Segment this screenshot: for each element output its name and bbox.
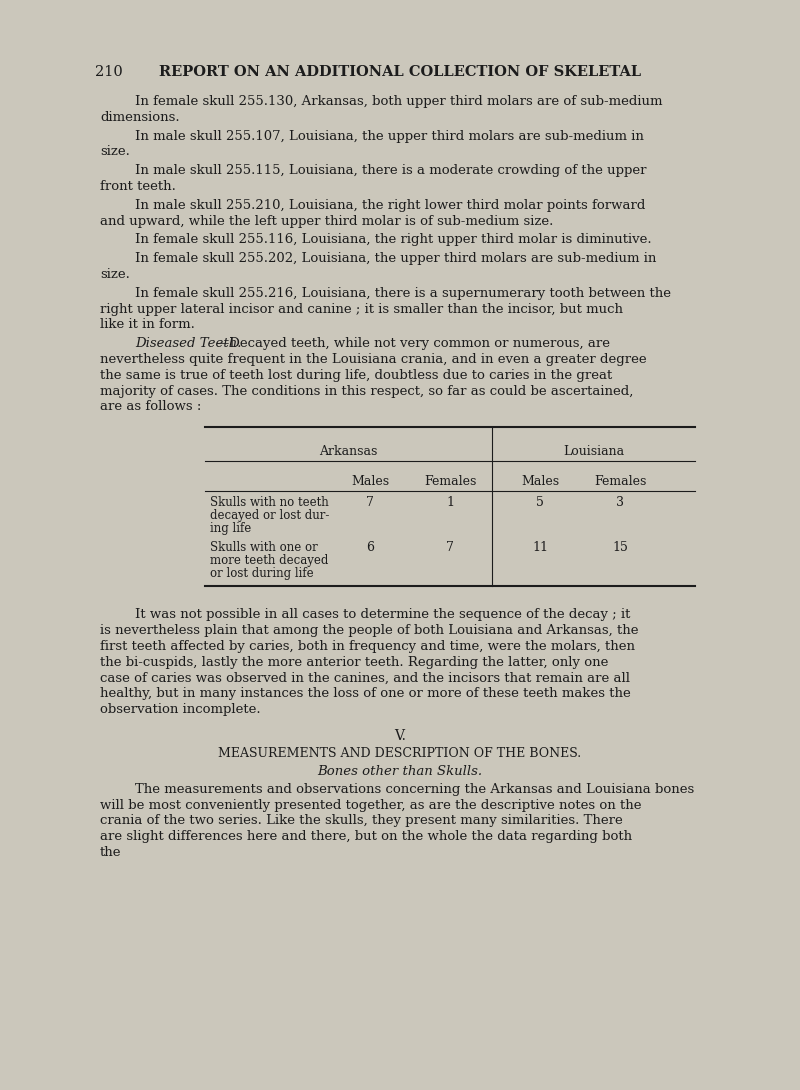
Text: observation incomplete.: observation incomplete. [100,703,261,716]
Text: front teeth.: front teeth. [100,180,176,193]
Text: Males: Males [351,475,389,488]
Text: the same is true of teeth lost during life, doubtless due to caries in the great: the same is true of teeth lost during li… [100,368,612,381]
Text: case of caries was observed in the canines, and the incisors that remain are all: case of caries was observed in the canin… [100,671,630,685]
Text: MEASUREMENTS AND DESCRIPTION OF THE BONES.: MEASUREMENTS AND DESCRIPTION OF THE BONE… [218,747,582,760]
Text: Females: Females [424,475,476,488]
Text: right upper lateral incisor and canine ; it is smaller than the incisor, but muc: right upper lateral incisor and canine ;… [100,303,623,316]
Text: In male skull 255.210, Louisiana, the right lower third molar points forward: In male skull 255.210, Louisiana, the ri… [135,198,646,211]
Text: the: the [100,846,122,859]
Text: will be most conveniently presented together, as are the descriptive notes on th: will be most conveniently presented toge… [100,799,642,812]
Text: or lost during life: or lost during life [210,567,314,580]
Text: In female skull 255.202, Louisiana, the upper third molars are sub-medium in: In female skull 255.202, Louisiana, the … [135,252,656,265]
Text: It was not possible in all cases to determine the sequence of the decay ; it: It was not possible in all cases to dete… [135,608,630,621]
Text: Skulls with no teeth: Skulls with no teeth [210,496,329,509]
Text: nevertheless quite frequent in the Louisiana crania, and in even a greater degre: nevertheless quite frequent in the Louis… [100,353,646,366]
Text: are slight differences here and there, but on the whole the data regarding both: are slight differences here and there, b… [100,831,632,844]
Text: are as follows :: are as follows : [100,400,202,413]
Text: Louisiana: Louisiana [563,445,624,458]
Text: and upward, while the left upper third molar is of sub-medium size.: and upward, while the left upper third m… [100,215,554,228]
Text: healthy, but in many instances the loss of one or more of these teeth makes the: healthy, but in many instances the loss … [100,687,630,700]
Text: the bi-cuspids, lastly the more anterior teeth. Regarding the latter, only one: the bi-cuspids, lastly the more anterior… [100,655,608,668]
Text: 7: 7 [446,542,454,554]
Text: In male skull 255.115, Louisiana, there is a moderate crowding of the upper: In male skull 255.115, Louisiana, there … [135,165,646,178]
Text: Females: Females [594,475,646,488]
Text: first teeth affected by caries, both in frequency and time, were the molars, the: first teeth affected by caries, both in … [100,640,635,653]
Text: In female skull 255.130, Arkansas, both upper third molars are of sub-medium: In female skull 255.130, Arkansas, both … [135,95,662,108]
Text: majority of cases. The conditions in this respect, so far as could be ascertaine: majority of cases. The conditions in thi… [100,385,634,398]
Text: Bones other than Skulls.: Bones other than Skulls. [318,765,482,778]
Text: 7: 7 [366,496,374,509]
Text: dimensions.: dimensions. [100,111,180,124]
Text: Males: Males [521,475,559,488]
Text: ing life: ing life [210,522,251,535]
Text: V.: V. [394,729,406,742]
Text: 11: 11 [532,542,548,554]
Text: size.: size. [100,145,130,158]
Text: In female skull 255.216, Louisiana, there is a supernumerary tooth between the: In female skull 255.216, Louisiana, ther… [135,287,671,300]
Text: 210: 210 [95,65,122,78]
Text: Arkansas: Arkansas [319,445,378,458]
Text: The measurements and observations concerning the Arkansas and Louisiana bones: The measurements and observations concer… [135,783,694,796]
Text: Diseased Teeth.: Diseased Teeth. [135,337,242,350]
Text: size.: size. [100,268,130,281]
Text: 15: 15 [612,542,628,554]
Text: 5: 5 [536,496,544,509]
Text: is nevertheless plain that among the people of both Louisiana and Arkansas, the: is nevertheless plain that among the peo… [100,623,638,637]
Text: 6: 6 [366,542,374,554]
Text: 3: 3 [616,496,624,509]
Text: In female skull 255.116, Louisiana, the right upper third molar is diminutive.: In female skull 255.116, Louisiana, the … [135,233,652,246]
Text: In male skull 255.107, Louisiana, the upper third molars are sub-medium in: In male skull 255.107, Louisiana, the up… [135,130,644,143]
Text: 1: 1 [446,496,454,509]
Text: Skulls with one or: Skulls with one or [210,542,318,554]
Text: crania of the two series. Like the skulls, they present many similarities. There: crania of the two series. Like the skull… [100,814,622,827]
Text: like it in form.: like it in form. [100,318,195,331]
Text: more teeth decayed: more teeth decayed [210,554,328,567]
Text: REPORT ON AN ADDITIONAL COLLECTION OF SKELETAL: REPORT ON AN ADDITIONAL COLLECTION OF SK… [159,65,641,78]
Text: —Decayed teeth, while not very common or numerous, are: —Decayed teeth, while not very common or… [216,337,610,350]
Text: decayed or lost dur-: decayed or lost dur- [210,509,330,522]
